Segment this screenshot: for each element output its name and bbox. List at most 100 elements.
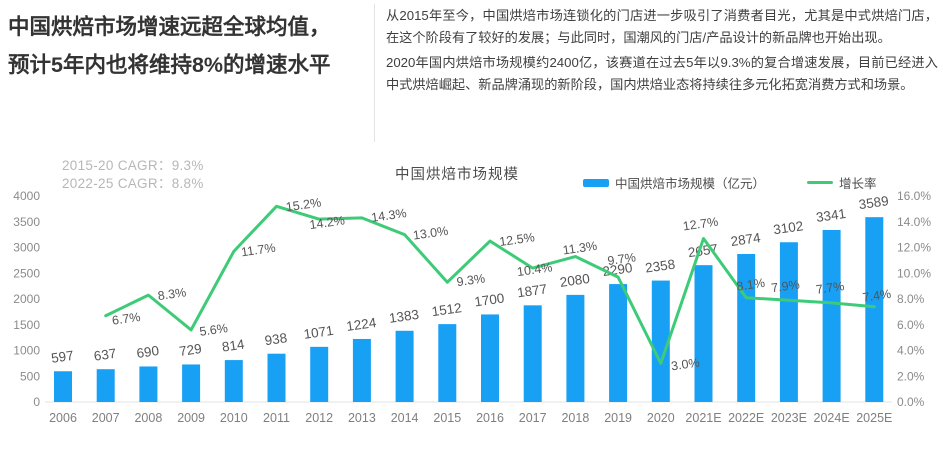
bar-2007 — [96, 369, 115, 402]
left-axis-tick: 1000 — [13, 344, 40, 358]
x-axis-label-2006: 2006 — [49, 411, 77, 425]
right-axis-tick: 0.0% — [897, 395, 925, 409]
bar-2016 — [481, 314, 499, 402]
bar-2020 — [651, 280, 670, 402]
bar-2018 — [566, 294, 585, 402]
x-axis-label-2016: 2016 — [476, 411, 504, 425]
bar-2019 — [609, 284, 628, 402]
growth-label-2013: 14.3% — [370, 206, 407, 225]
growth-label-2009: 5.6% — [199, 321, 229, 339]
bar-2023E — [779, 242, 798, 402]
x-axis-label-2024E: 2024E — [814, 411, 850, 425]
bar-value-2012: 1071 — [303, 323, 335, 342]
page-title-line-1: 中国烘焙市场增速远超全球均值， — [8, 15, 331, 39]
right-axis-tick: 10.0% — [897, 266, 931, 280]
chart-canvas: 0 500 1000 1500 2000 2500 3000 3500 4000 0.0% 2.0%… — [13, 189, 931, 425]
bar-2010 — [224, 360, 243, 402]
legend-item-growth-rate: 增长率 — [807, 173, 877, 192]
overview-paragraph-1: 从2015年至今，中国烘焙市场连锁化的门店进一步吸引了消费者目光，尤其是中式烘焙… — [386, 8, 938, 46]
growth-rate-line — [104, 204, 876, 365]
bar-value-2007: 637 — [93, 346, 117, 364]
left-axis-tick: 2500 — [13, 266, 40, 280]
x-axis-label-2015: 2015 — [433, 411, 461, 425]
bar-2013 — [352, 338, 371, 402]
bar-2024E — [822, 229, 841, 402]
x-axis-label-2017: 2017 — [519, 411, 547, 425]
growth-label-2017: 10.4% — [516, 260, 553, 279]
bar-series-swatch — [583, 178, 609, 187]
growth-label-2016: 12.5% — [498, 230, 535, 249]
left-axis-tick: 500 — [20, 369, 40, 383]
growth-label-2011: 15.2% — [285, 195, 322, 214]
growth-label-2019: 9.7% — [607, 250, 637, 268]
bar-2006 — [54, 371, 72, 402]
growth-label-2023E: 7.9% — [770, 277, 800, 295]
bar-value-2006: 597 — [50, 348, 74, 366]
bar-2021E — [694, 265, 713, 402]
growth-label-2007: 6.7% — [111, 310, 141, 328]
bar-value-2017: 1877 — [516, 281, 548, 300]
title-text-divider — [374, 4, 375, 142]
x-axis-label-2022E: 2022E — [728, 411, 764, 425]
line-series-swatch — [807, 181, 834, 184]
bar-value-2020: 2358 — [644, 257, 676, 276]
bar-value-2025E: 3589 — [858, 193, 890, 212]
growth-label-2022E: 8.1% — [736, 276, 766, 294]
right-axis-tick: 6.0% — [897, 318, 925, 332]
bar-2017 — [523, 305, 542, 402]
right-axis-tick: 2.0% — [897, 369, 925, 383]
bar-value-2008: 690 — [136, 343, 160, 361]
growth-label-2015: 9.3% — [456, 271, 486, 289]
growth-label-2020: 3.0% — [670, 356, 700, 374]
x-axis-label-2014: 2014 — [391, 411, 419, 425]
x-axis-label-2009: 2009 — [177, 411, 205, 425]
growth-label-2010: 11.7% — [240, 241, 276, 260]
bar-value-2023E: 3102 — [772, 218, 804, 237]
bar-value-2024E: 3341 — [815, 206, 847, 225]
left-axis-tick: 4000 — [13, 189, 40, 203]
growth-label-2014: 13.0% — [412, 224, 449, 243]
left-axis-tick: 3500 — [13, 215, 40, 229]
left-axis-tick: 3000 — [13, 241, 40, 255]
left-axis-tick: 1500 — [13, 318, 40, 332]
x-axis-label-2012: 2012 — [305, 411, 333, 425]
cagr-2022-25: 2022-25 CAGR：8.8% — [62, 176, 204, 192]
growth-label-2012: 14.2% — [309, 213, 346, 232]
overview-paragraph-2: 2020年国内烘焙市场规模约2400亿，该赛道在过去5年以9.3%的复合增速发展… — [386, 54, 938, 93]
bar-2011 — [267, 353, 286, 402]
right-axis-tick: 16.0% — [897, 189, 931, 203]
right-axis-tick: 8.0% — [897, 292, 925, 306]
bar-value-2009: 729 — [178, 341, 202, 359]
bar-2015 — [438, 324, 457, 402]
growth-label-2018: 11.3% — [562, 239, 598, 258]
bar-value-2022E: 2874 — [730, 230, 762, 249]
bar-value-2016: 1700 — [473, 290, 505, 309]
market-overview-text: 从2015年至今，中国烘焙市场连锁化的门店进一步吸引了消费者目光，尤其是中式烘焙… — [386, 5, 938, 99]
bar-value-2013: 1224 — [345, 315, 377, 334]
bar-value-2010: 814 — [221, 337, 246, 355]
cagr-2015-20: 2015-20 CAGR：9.3% — [62, 158, 204, 173]
x-axis-label-2020: 2020 — [647, 411, 675, 425]
right-axis-tick: 14.0% — [897, 215, 931, 229]
growth-label-2025E: 7.4% — [862, 287, 892, 305]
market-size-chart: 0 500 1000 1500 2000 2500 3000 3500 4000 0.0% 2.0%… — [0, 150, 943, 449]
left-axis-tick: 0 — [33, 395, 40, 409]
legend-item-market-size: 中国烘焙市场规模（亿元） — [583, 173, 765, 192]
bar-value-2015: 1512 — [431, 300, 463, 319]
right-axis-tick: 4.0% — [897, 344, 925, 358]
x-axis-label-2010: 2010 — [220, 411, 248, 425]
bar-2009 — [182, 364, 201, 402]
x-axis-label-2019: 2019 — [604, 411, 632, 425]
bar-2012 — [310, 346, 329, 402]
legend-label-growth-rate: 增长率 — [839, 177, 877, 191]
x-axis-label-2025E: 2025E — [856, 411, 892, 425]
x-axis-label-2008: 2008 — [134, 411, 162, 425]
bar-value-2014: 1383 — [388, 307, 420, 326]
x-axis-label-2023E: 2023E — [771, 411, 807, 425]
page-title: 中国烘焙市场增速远超全球均值， 预计5年内也将维持8%的增速水平 — [8, 8, 368, 85]
x-axis-label-2007: 2007 — [92, 411, 120, 425]
right-axis-tick: 12.0% — [897, 241, 931, 255]
chart-legend: 中国烘焙市场规模（亿元） 增长率 — [583, 173, 877, 192]
x-axis-label-2011: 2011 — [263, 411, 290, 425]
growth-label-2008: 8.3% — [157, 285, 187, 303]
